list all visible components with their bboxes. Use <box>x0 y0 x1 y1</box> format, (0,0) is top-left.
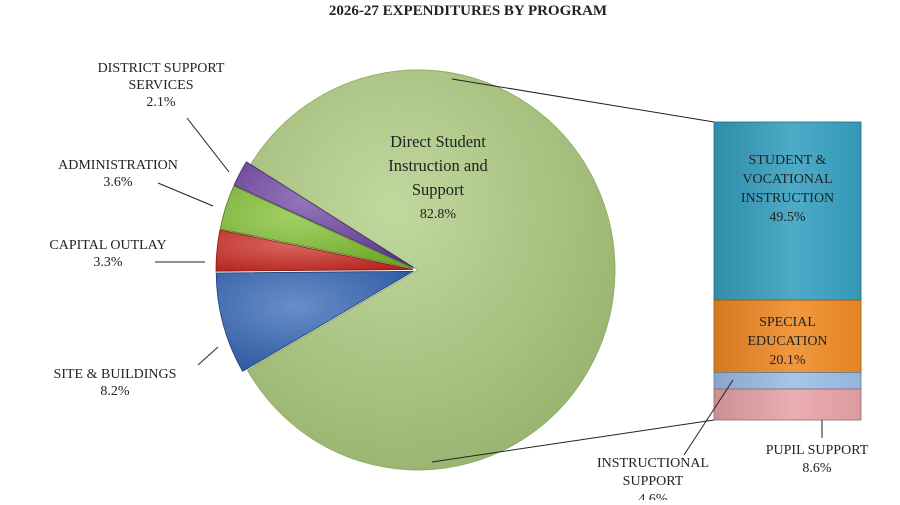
pie-label-3: ADMINISTRATION 3.6% <box>58 158 178 190</box>
connector-bottom <box>431 419 715 463</box>
bar-group <box>713 121 862 421</box>
pie-slice-1 <box>215 270 415 372</box>
pie-label-1: SITE & BUILDINGS 8.2% <box>54 367 177 399</box>
connector-top <box>451 78 715 123</box>
chart-title: 2026-27 EXPENDITURES BY PROGRAM <box>329 3 607 19</box>
bar-segment-1 <box>713 299 862 373</box>
pie-label-4: DISTRICT SUPPORT SERVICES 2.1% <box>98 61 225 110</box>
pie-slice-3 <box>219 185 414 269</box>
pie-slice-direct-student <box>246 69 616 471</box>
pie-label-direct-student: Direct Student Instruction and Support 82.8… <box>388 132 488 222</box>
bar-segment-2 <box>713 372 862 390</box>
pie-label-2: CAPITAL OUTLAY 3.3% <box>49 238 166 270</box>
bar-label-2: INSTRUCTIONAL SUPPORT 4.6% <box>597 456 709 500</box>
bar-label-1: SPECIAL EDUCATION 20.1% <box>747 315 827 368</box>
bar-segment-3 <box>713 388 862 421</box>
bar-leader-2 <box>683 379 734 456</box>
leader-line-3 <box>157 182 214 207</box>
leader-line-4 <box>186 117 230 173</box>
pie-slice-2 <box>215 229 414 272</box>
bar-segment-0 <box>713 121 862 301</box>
pie-group <box>215 69 616 471</box>
leader-line-1 <box>197 346 219 366</box>
bar-label-0: STUDENT & VOCATIONAL INSTRUCTION 49.5% <box>741 153 834 225</box>
bar-label-3: PUPIL SUPPORT 8.6% <box>766 443 869 476</box>
pie-slice-4 <box>233 161 414 269</box>
